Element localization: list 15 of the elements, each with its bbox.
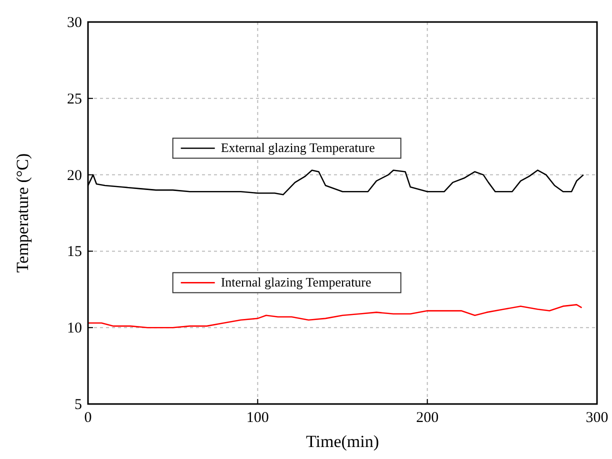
y-tick-label: 20 bbox=[67, 168, 82, 184]
y-tick-label: 5 bbox=[74, 397, 82, 413]
x-tick-label: 0 bbox=[84, 410, 92, 426]
legend-label: Internal glazing Temperature bbox=[220, 274, 372, 290]
legend-label: External glazing Temperature bbox=[220, 140, 376, 156]
line-series bbox=[87, 304, 582, 328]
y-tick-label: 10 bbox=[67, 320, 82, 337]
y-axis-title: Temperature (°C) bbox=[13, 153, 32, 273]
y-tick-label: 30 bbox=[67, 15, 82, 31]
x-tick-label: 300 bbox=[586, 410, 608, 426]
x-tick-label: 200 bbox=[416, 410, 439, 426]
y-tick-label: 25 bbox=[67, 91, 82, 108]
y-tick-label: 15 bbox=[67, 244, 82, 260]
x-axis-title: Time(min) bbox=[306, 432, 380, 451]
x-tick-label: 100 bbox=[246, 410, 269, 426]
